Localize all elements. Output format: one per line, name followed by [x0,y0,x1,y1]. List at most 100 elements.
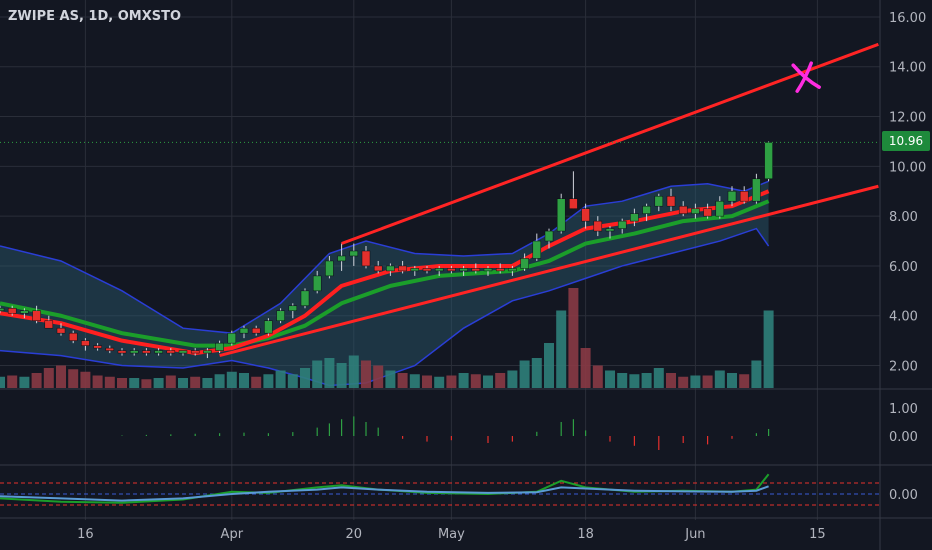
volume-bar [104,376,115,388]
volume-bar [580,348,591,388]
volume-bar [483,375,493,388]
volume-bar [592,365,603,388]
volume-bar [287,374,298,388]
volume-bar [446,375,457,388]
volume-bar [617,373,628,388]
candle-body [678,205,688,214]
volume-bar [690,375,701,388]
y-tick-label: 2.00 [889,360,918,375]
candle-body [300,290,310,307]
candle-body [739,190,749,202]
x-tick-label: 18 [577,527,594,542]
rsi-tick-label: 0.00 [889,488,918,503]
y-tick-label: 8.00 [889,210,918,225]
y-tick-label: 14.00 [889,61,926,76]
volume-bar [80,371,91,388]
volume-bar [519,360,530,388]
volume-bar [531,358,542,388]
volume-bar [178,378,188,388]
candle-body [617,220,627,229]
candle-body [434,268,444,272]
candle-body [544,230,554,242]
volume-bar [641,373,652,388]
candle-body [227,332,237,344]
volume-bar [653,368,664,388]
candle-body [361,250,371,267]
candle-body [349,250,359,257]
candle-body [190,350,200,354]
candle-body [178,350,188,354]
volume-bar [275,370,286,388]
candle-body [56,327,66,334]
volume-bar [336,363,347,388]
candle-body [93,345,102,349]
volume-bar [324,358,335,388]
volume-bar [397,373,408,388]
candle-body [727,190,737,202]
y-tick-label: 6.00 [889,260,918,275]
volume-bar [495,373,506,388]
bollinger-upper-line [0,180,769,334]
candle-body [569,198,578,209]
candle-body [666,195,676,207]
volume-bar [56,365,66,388]
candle-body [32,310,41,321]
candle-body [422,268,432,272]
x-tick-label: Jun [684,527,705,542]
volume-bar [263,374,274,388]
candle-body [264,320,273,334]
volume-bar [31,373,42,388]
volume-bar [751,360,762,388]
candle-body [459,268,468,272]
volume-bar [568,288,579,388]
candle-body [251,327,261,334]
chart-title: ZWIPE AS, 1D, OMXSTO [8,9,182,24]
candle-body [605,228,615,232]
candle-body [630,213,639,222]
x-tick-label: Apr [221,527,244,542]
candle-body [20,310,29,314]
candle-body [471,268,481,272]
candle-body [203,350,212,354]
volume-bar [544,343,554,388]
volume-bar [190,376,201,388]
candle-body [520,258,529,269]
candle-body [312,275,322,292]
volume-bar [43,368,54,388]
volume-bar [153,378,164,388]
candle-body [44,320,54,329]
x-tick-label: 16 [77,527,94,542]
candle-body [386,265,395,272]
volume-bar [373,365,384,388]
candle-body [288,305,298,312]
candle-body [7,308,17,314]
volume-bar [678,376,689,388]
volume-bar [385,370,396,388]
candle-body [373,265,383,272]
volume-bar [165,375,176,388]
volume-bar [226,371,237,388]
candle-body [532,240,542,259]
candle-body [105,347,115,351]
candle-body [642,205,651,214]
ema-slow-line [0,199,770,348]
oscillator-tick-label: 1.00 [889,402,918,417]
volume-bar [300,368,310,388]
volume-bar [714,370,725,388]
candle-body [715,200,725,217]
candle-body [752,178,761,202]
volume-bar [202,378,213,388]
volume-bar [214,374,225,388]
candle-body [581,208,590,222]
y-tick-label: 4.00 [889,310,918,325]
candle-body [410,268,420,272]
y-tick-label: 10.00 [889,160,926,175]
volume-bar [458,373,469,388]
volume-bar [507,370,518,388]
candle-body [508,268,517,272]
volume-bar [7,375,18,388]
y-tick-label: 16.00 [889,11,926,26]
bollinger-lower-line [0,227,770,387]
